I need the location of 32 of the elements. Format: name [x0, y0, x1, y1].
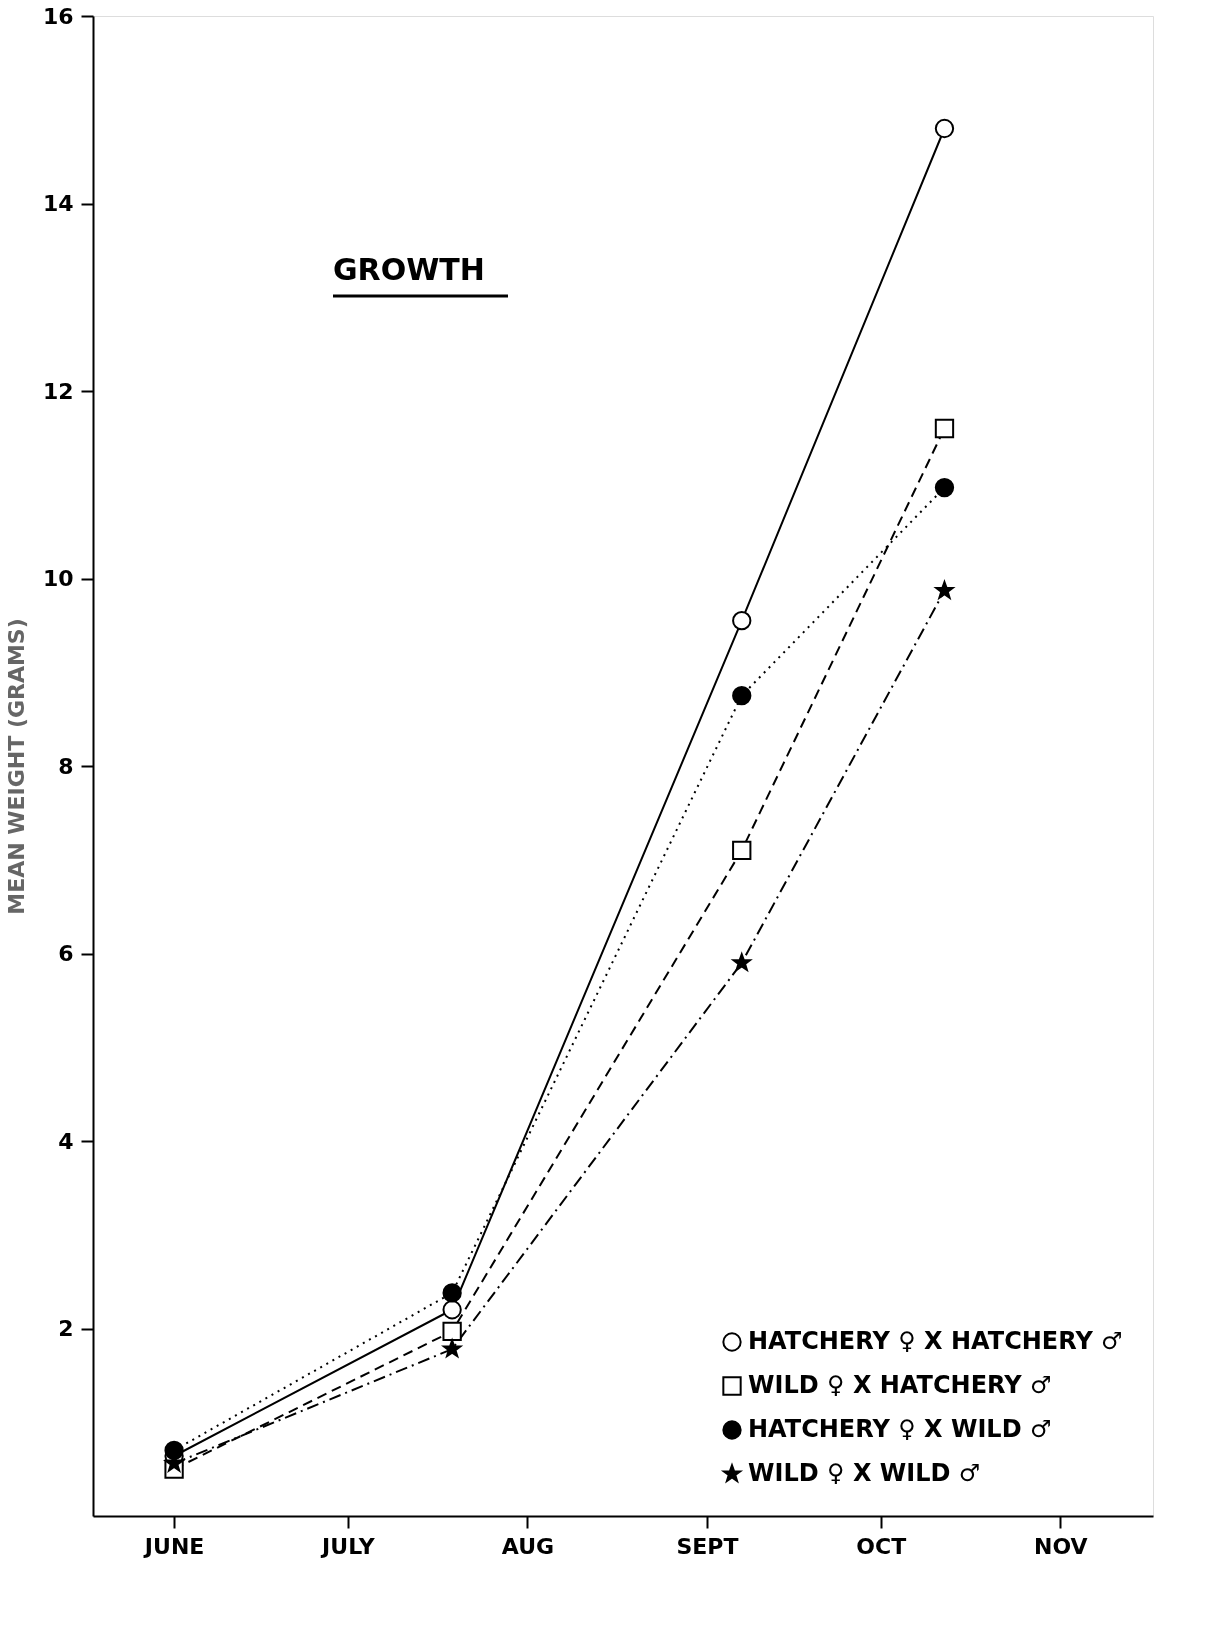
y-tick-label: 8: [58, 753, 74, 779]
y-tick-label: 16: [42, 3, 74, 29]
x-tick-label: JUNE: [142, 1533, 205, 1559]
legend-label: WILD ♀ X WILD ♂: [748, 1459, 981, 1487]
point: [934, 118, 955, 139]
point: [934, 477, 955, 498]
legend-label: WILD ♀ X HATCHERY ♂: [748, 1371, 1052, 1399]
y-tick-label: 2: [58, 1316, 74, 1341]
x-tick-label: NOV: [1034, 1533, 1088, 1559]
point: [934, 418, 955, 439]
point: [732, 611, 752, 631]
x-tick-label: SEPT: [676, 1533, 739, 1559]
legend-label: HATCHERY ♀ X HATCHERY ♂: [748, 1327, 1123, 1355]
y-tick-label: 12: [42, 378, 74, 404]
y-tick-label: 10: [42, 566, 74, 591]
point: [732, 686, 752, 706]
y-tick-label: 4: [58, 1128, 74, 1154]
point: [442, 1283, 462, 1303]
point: [935, 581, 954, 599]
x-tick-label: OCT: [856, 1533, 907, 1559]
x-tick-label: AUG: [501, 1533, 555, 1559]
y-axis-title: MEAN WEIGHT (GRAMS): [3, 618, 29, 915]
point: [442, 1321, 462, 1341]
legend-label: HATCHERY ♀ X WILD ♂: [748, 1415, 1052, 1443]
text: GROWTH: [333, 252, 485, 287]
point: [732, 840, 752, 861]
x-tick-label: JULY: [320, 1533, 376, 1559]
y-tick-label: 6: [58, 941, 74, 966]
y-tick-label: 14: [42, 191, 74, 216]
point: [442, 1339, 462, 1358]
point: [442, 1300, 462, 1320]
point: [164, 1440, 184, 1461]
